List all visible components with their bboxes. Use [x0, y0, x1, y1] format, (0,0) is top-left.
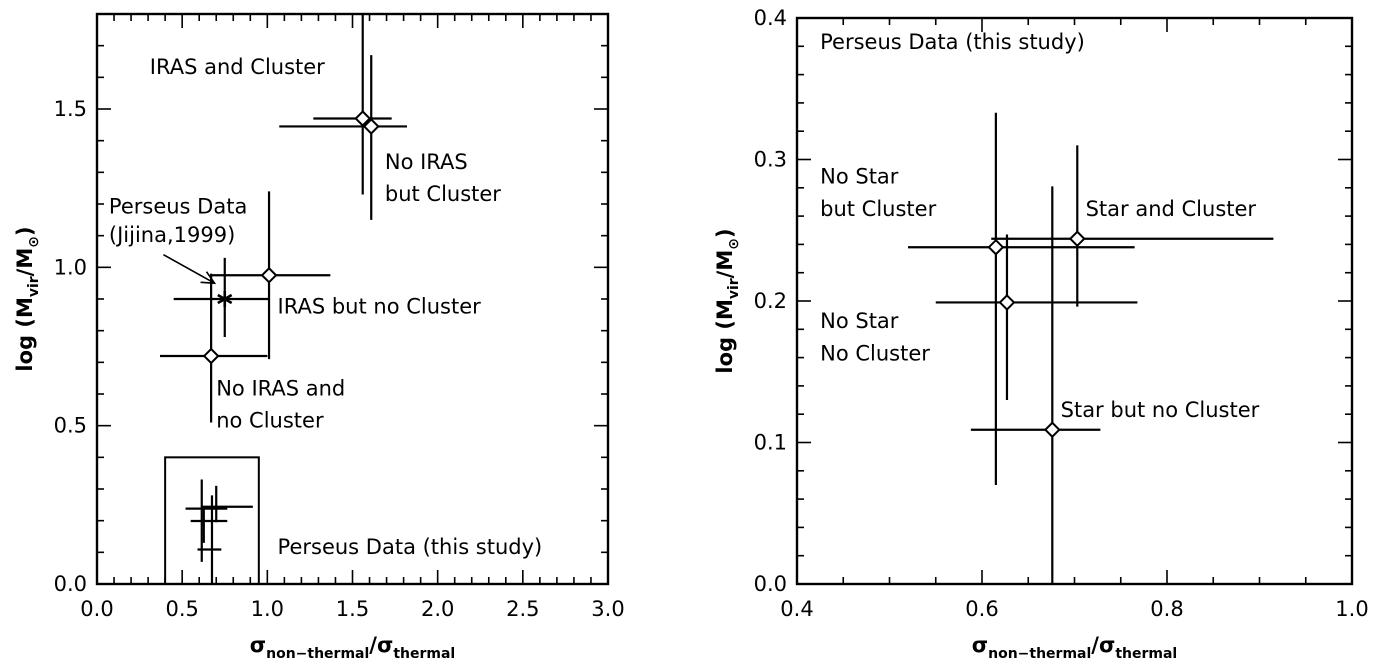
x-tick-label: 0.6 [965, 597, 998, 621]
y-axis-label: log (Mvir/M⊙) [713, 228, 742, 373]
arrow-head [200, 271, 217, 285]
data-point [173, 257, 270, 337]
annotation-label: No Star [820, 309, 899, 333]
x-axis-label-sub2: thermal [1115, 646, 1177, 658]
y-tick-label: 0.5 [54, 414, 87, 438]
plot-frame [795, 16, 1354, 586]
y-axis-label-sub2: ⊙ [726, 238, 742, 250]
x-axis-label: σnon−thermal/σthermal [250, 633, 455, 658]
y-axis-label-mid: /M [13, 248, 37, 277]
y-tick-label: 0.4 [754, 6, 787, 30]
diamond-marker [202, 347, 220, 365]
data-point [991, 145, 1274, 307]
x-tick-label: 0.5 [165, 597, 198, 621]
y-axis-label-sub2: ⊙ [26, 236, 42, 248]
x-tick-label: 2.5 [506, 597, 539, 621]
y-tick-label: 1.5 [54, 97, 87, 121]
diamond-marker [998, 294, 1016, 311]
y-axis-label-post: ) [713, 228, 737, 238]
data-point [200, 485, 253, 523]
diamond-marker [1043, 421, 1061, 439]
annotation-label: No Star [820, 165, 899, 189]
x-axis-label-sub2: thermal [393, 646, 455, 658]
x-axis-label-slash: /σ [1091, 633, 1115, 657]
data-point [197, 495, 222, 584]
data-point [211, 191, 331, 360]
y-tick-label: 0.0 [54, 572, 87, 596]
x-axis-label-slash: /σ [369, 633, 393, 657]
y-tick-label: 0.1 [754, 431, 787, 455]
diamond-marker [362, 118, 380, 135]
diamond-marker [987, 238, 1005, 256]
x-axis-label-sigma: σ [972, 633, 988, 657]
panel-2: 0.4 0.6 0.8 1.0 0.0 0.1 0.2 0.3 0.4 Perseus Data … [713, 6, 1369, 658]
y-tick-label: 0.2 [754, 289, 787, 313]
x-tick-label: 3.0 [591, 597, 624, 621]
arrow-line [163, 253, 215, 284]
data-point [935, 234, 1138, 401]
data-point [908, 112, 1135, 485]
x-tick-label: 0.0 [80, 597, 113, 621]
x-tick-label: 0.8 [1150, 597, 1183, 621]
x-tick-label: 1.5 [336, 597, 369, 621]
annotation-label: IRAS and Cluster [150, 55, 325, 79]
y-tick-label: 0.0 [754, 572, 787, 596]
y-axis-label-sub1: vir [726, 278, 742, 299]
annotation-label: No IRAS and [216, 377, 345, 401]
panel-1: 0.0 0.5 1.0 1.5 2.0 2.5 3.0 0.0 0.5 1.0 1.5 IRAS an… [13, 12, 625, 658]
y-axis-label: log (Mvir/M⊙) [13, 226, 42, 371]
y-axis-label-mid: /M [713, 250, 737, 279]
annotation-label: No IRAS [385, 150, 468, 174]
diamond-marker [1068, 230, 1086, 248]
annotation-label: No Cluster [820, 341, 930, 365]
star-marker [217, 293, 233, 305]
annotation-label: IRAS but no Cluster [278, 294, 482, 318]
annotation-label: but Cluster [385, 182, 501, 206]
annotation-label: Star and Cluster [1086, 197, 1257, 221]
y-axis-label-pre: log (M [713, 299, 737, 373]
data-point [190, 506, 228, 543]
x-axis-label-sigma: σ [250, 633, 266, 657]
data-point [970, 186, 1101, 584]
x-tick-label: 1.0 [251, 597, 284, 621]
x-axis-label-sub1: non−thermal [988, 646, 1091, 658]
annotation-label: Star but no Cluster [1061, 398, 1260, 422]
annotation-label: Perseus Data (this study) [278, 535, 543, 559]
y-axis-label-sub1: vir [26, 276, 42, 297]
x-tick-label: 0.4 [780, 597, 813, 621]
annotation-label: but Cluster [820, 197, 936, 221]
y-axis-label-pre: log (M [13, 297, 37, 371]
annotation-label: Perseus Data (this study) [820, 30, 1085, 54]
y-axis-label-post: ) [13, 226, 37, 236]
data-point [313, 14, 392, 195]
annotation-label: Perseus Data [109, 195, 247, 219]
annotation-label: (Jijina,1999) [109, 223, 235, 247]
diamond-marker [260, 266, 278, 284]
x-tick-label: 2.0 [421, 597, 454, 621]
data-point [279, 55, 408, 220]
x-tick-label: 1.0 [1335, 597, 1368, 621]
y-tick-label: 0.3 [754, 148, 787, 172]
x-axis-label-sub1: non−thermal [266, 646, 369, 658]
x-axis-label: σnon−thermal/σthermal [972, 633, 1177, 658]
y-tick-label: 1.0 [54, 255, 87, 279]
annotation-label: no Cluster [216, 408, 324, 432]
